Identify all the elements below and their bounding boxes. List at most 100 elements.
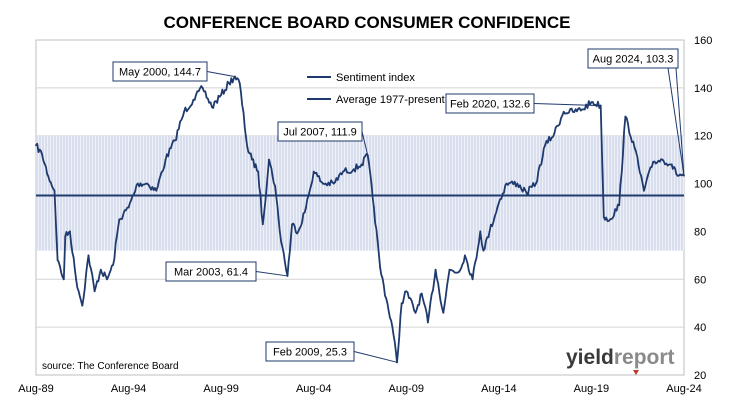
data-point — [136, 182, 139, 185]
data-point — [220, 94, 223, 96]
data-point — [516, 182, 519, 185]
data-point — [544, 144, 547, 147]
data-point — [278, 230, 281, 233]
data-point — [464, 254, 466, 257]
data-point — [192, 98, 195, 101]
data-point — [434, 268, 437, 271]
callout-leader — [361, 131, 369, 156]
callout-leader — [533, 103, 601, 107]
callouts: May 2000, 144.7 Mar 2003, 61.4 Jul 2007, 1… — [112, 48, 685, 363]
data-point — [602, 216, 605, 218]
data-point — [391, 326, 394, 329]
data-point — [479, 230, 482, 233]
x-tick-label: Aug-09 — [389, 383, 424, 395]
y-tick-label: 80 — [694, 226, 706, 238]
y-tick-label: 60 — [694, 274, 706, 286]
band-fill — [36, 135, 684, 251]
data-point — [405, 290, 408, 293]
legend-label-sentiment: Sentiment index — [336, 72, 415, 84]
data-point — [590, 101, 593, 104]
shaded-band — [36, 135, 684, 251]
callout-leader — [255, 271, 288, 277]
x-axis-ticks: Aug-89 Aug-94 Aug-99 Aug-04 Aug-09 Aug-14 Aug-… — [18, 383, 701, 395]
data-point — [525, 192, 528, 195]
data-point — [155, 189, 158, 192]
data-point — [127, 206, 130, 209]
data-point — [56, 259, 59, 262]
data-point — [93, 290, 96, 293]
data-point — [106, 278, 108, 281]
data-point — [372, 206, 375, 209]
data-point — [379, 266, 381, 269]
logo-part-yield: yield — [566, 346, 614, 369]
data-point — [332, 182, 335, 185]
data-point — [53, 189, 56, 192]
data-point — [35, 144, 37, 147]
x-tick-label: Aug-89 — [18, 383, 53, 395]
data-point — [210, 106, 213, 108]
x-tick-label: Aug-99 — [203, 383, 238, 395]
data-point — [238, 82, 241, 84]
data-point — [420, 292, 423, 295]
data-point — [618, 204, 621, 207]
y-tick-label: 160 — [694, 35, 712, 47]
data-point — [41, 153, 44, 156]
data-point — [274, 185, 277, 187]
data-point — [426, 321, 429, 324]
data-point — [572, 110, 574, 113]
data-point — [609, 218, 611, 221]
data-point — [581, 108, 584, 111]
data-point — [81, 304, 84, 307]
data-point — [360, 163, 363, 166]
source-note: source: The Conference Board — [42, 361, 179, 372]
callout-label: May 2000, 144.7 — [119, 67, 201, 79]
y-tick-label: 100 — [694, 179, 712, 191]
x-tick-label: Aug-19 — [574, 383, 609, 395]
data-point — [99, 268, 102, 271]
data-point — [257, 170, 260, 173]
chart-title: CONFERENCE BOARD CONSUMER CONFIDENCE — [163, 13, 570, 32]
yieldreport-logo: yieldreport — [566, 346, 675, 375]
data-point — [661, 158, 664, 161]
svg-text:yieldreport: yieldreport — [566, 346, 675, 369]
y-tick-label: 140 — [694, 83, 712, 95]
callout-box — [587, 48, 679, 69]
y-tick-label: 120 — [694, 131, 712, 143]
data-point — [342, 170, 344, 173]
callout-label: Feb 2009, 25.3 — [273, 347, 347, 359]
x-tick-label: Aug-14 — [481, 383, 516, 395]
data-point — [534, 182, 537, 185]
x-tick-label: Aug-24 — [666, 383, 701, 395]
data-point — [652, 161, 655, 163]
series-sentiment-line — [35, 75, 685, 364]
data-point — [146, 182, 148, 185]
data-point — [442, 311, 445, 314]
callout-leader — [675, 67, 685, 176]
data-point — [183, 110, 186, 113]
data-point — [482, 249, 485, 252]
data-point — [448, 268, 451, 271]
data-point — [553, 132, 556, 135]
legend-label-average: Average 1977-present — [336, 94, 445, 106]
data-point — [261, 223, 264, 226]
data-point — [497, 201, 500, 204]
data-point — [201, 86, 204, 89]
logo-accent-icon — [633, 370, 639, 375]
data-point — [642, 189, 645, 192]
callout-box — [265, 341, 355, 362]
y-axis-ticks: 20 40 60 80 100 120 140 160 — [694, 35, 712, 382]
legend: Sentiment index Average 1977-present — [307, 72, 445, 106]
data-point — [87, 254, 90, 257]
x-tick-label: Aug-04 — [296, 383, 331, 395]
data-point — [47, 175, 50, 178]
data-point — [352, 168, 355, 171]
data-point — [164, 158, 167, 161]
data-point — [62, 278, 65, 281]
data-point — [670, 163, 673, 166]
data-point — [488, 230, 491, 233]
data-point — [457, 271, 460, 274]
data-point — [227, 82, 230, 84]
callout-box — [165, 261, 257, 282]
callout-leader — [667, 67, 685, 176]
